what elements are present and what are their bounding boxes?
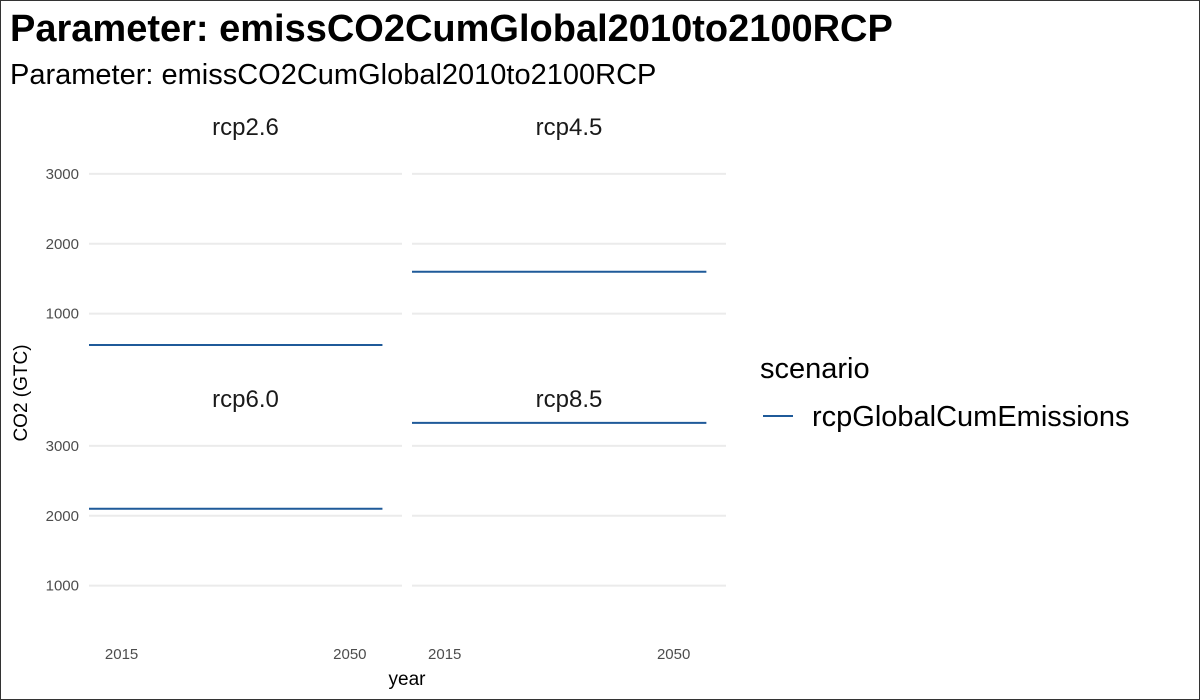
y-tick-label: 2000 (46, 508, 79, 525)
facet-label: rcp6.0 (212, 386, 279, 413)
y-tick-label: 1000 (46, 578, 79, 595)
x-tick-label: 2015 (105, 646, 138, 663)
y-axis-title: CO2 (GTC) (11, 344, 32, 441)
chart-title: Parameter: emissCO2CumGlobal2010to2100RC… (10, 8, 893, 50)
legend-title: scenario (760, 353, 870, 385)
y-tick-label: 2000 (46, 236, 79, 253)
facet-label: rcp4.5 (536, 114, 603, 141)
facet-label: rcp2.6 (212, 114, 279, 141)
x-tick-label: 2015 (428, 646, 461, 663)
facet-label: rcp8.5 (536, 386, 603, 413)
x-tick-label: 2050 (333, 646, 366, 663)
legend-label: rcpGlobalCumEmissions (812, 401, 1130, 433)
x-axis-title: year (389, 669, 427, 690)
y-tick-label: 3000 (46, 166, 79, 183)
legend: scenario rcpGlobalCumEmissions (760, 353, 1130, 433)
x-tick-label: 2050 (657, 646, 690, 663)
y-tick-label: 3000 (46, 438, 79, 455)
chart-subtitle: Parameter: emissCO2CumGlobal2010to2100RC… (10, 59, 656, 91)
y-tick-label: 1000 (46, 306, 79, 323)
